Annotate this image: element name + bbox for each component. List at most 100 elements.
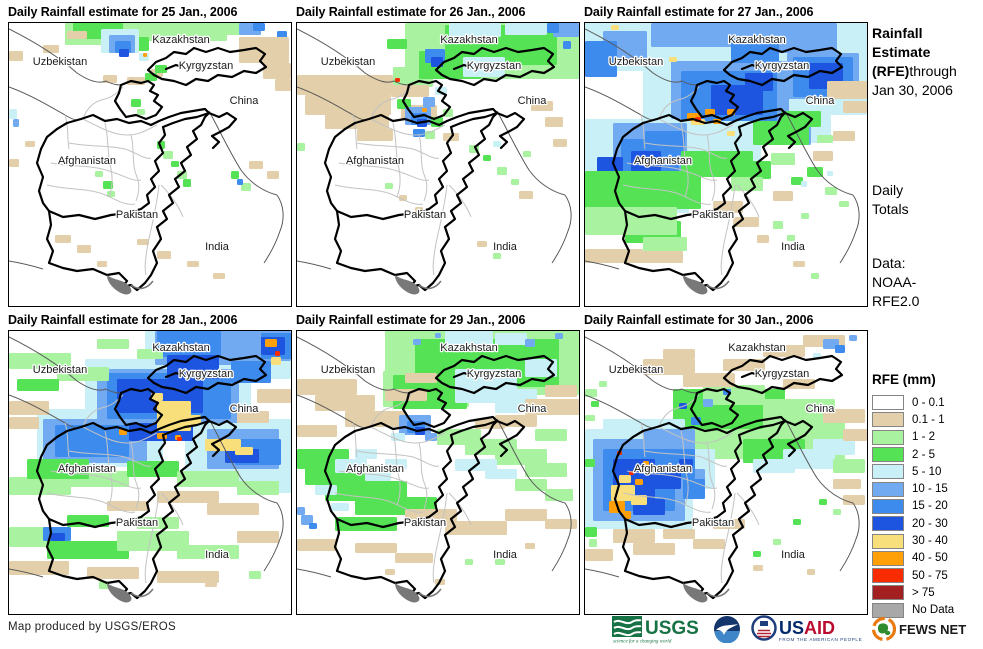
country-label: Uzbekistan bbox=[33, 364, 87, 376]
country-label: Pakistan bbox=[404, 209, 446, 221]
country-label: Pakistan bbox=[116, 209, 158, 221]
panel-title: Daily Rainfall estimate for 30 Jan., 200… bbox=[584, 313, 814, 327]
legend-swatch bbox=[872, 516, 904, 532]
country-label: Uzbekistan bbox=[33, 56, 87, 68]
usaid-logo: USAID FROM THE AMERICAN PEOPLE bbox=[750, 614, 862, 644]
country-label: Kyrgyzstan bbox=[179, 368, 233, 380]
panel-title: Daily Rainfall estimate for 26 Jan., 200… bbox=[296, 5, 526, 19]
country-label: Kazakhstan bbox=[728, 342, 785, 354]
country-label: China bbox=[518, 95, 548, 107]
footer-logos: USGS science for a changing world USAID … bbox=[612, 612, 967, 646]
country-label: Kazakhstan bbox=[440, 342, 497, 354]
usaid-aid: AID bbox=[804, 618, 835, 638]
noaa-logo bbox=[713, 615, 741, 643]
usaid-tagline: FROM THE AMERICAN PEOPLE bbox=[779, 637, 862, 642]
legend-swatch bbox=[872, 585, 904, 601]
panel-title: Daily Rainfall estimate for 29 Jan., 200… bbox=[296, 313, 526, 327]
legend-label: 5 - 10 bbox=[912, 465, 942, 478]
legend-swatch bbox=[872, 429, 904, 445]
sidebar-title-rest: through Jan 30, 2006 bbox=[872, 63, 957, 98]
country-label: Pakistan bbox=[116, 517, 158, 529]
country-label: Kyrgyzstan bbox=[467, 60, 521, 72]
legend-label: 40 - 50 bbox=[912, 552, 948, 565]
legend-row: 0 - 0.1 bbox=[872, 394, 954, 411]
country-label: China bbox=[518, 403, 548, 415]
usgs-tagline: science for a changing world bbox=[613, 640, 672, 645]
legend-row: No Data bbox=[872, 602, 954, 619]
country-label: Afghanistan bbox=[346, 463, 404, 475]
legend-row: 10 - 15 bbox=[872, 480, 954, 497]
legend-label: > 75 bbox=[912, 586, 935, 599]
legend-row: > 75 bbox=[872, 584, 954, 601]
country-label: India bbox=[205, 241, 230, 253]
credit-text: Map produced by USGS/EROS bbox=[8, 621, 176, 633]
legend-swatch bbox=[872, 533, 904, 549]
legend-row: 40 - 50 bbox=[872, 550, 954, 567]
rainfall-map: Kazakhstan Uzbekistan Kyrgyzstan China Afgha… bbox=[8, 22, 292, 307]
fewsnet-globe-ring bbox=[871, 616, 897, 642]
rainfall-map: Kazakhstan Uzbekistan Kyrgyzstan China Afgha… bbox=[296, 22, 580, 307]
legend-swatch bbox=[872, 481, 904, 497]
country-label: China bbox=[230, 95, 260, 107]
fewsnet-globe-icon bbox=[877, 623, 889, 634]
legend-swatch bbox=[872, 550, 904, 566]
rainfall-map: Kazakhstan Uzbekistan Kyrgyzstan China Afgha… bbox=[584, 330, 868, 615]
country-label: Kazakhstan bbox=[152, 34, 209, 46]
country-label: Kyrgyzstan bbox=[755, 368, 809, 380]
country-label: Afghanistan bbox=[634, 463, 692, 475]
country-label: India bbox=[493, 549, 518, 561]
country-label: Pakistan bbox=[404, 517, 446, 529]
country-label: Uzbekistan bbox=[321, 56, 375, 68]
legend-row: 5 - 10 bbox=[872, 463, 954, 480]
legend-label: 20 - 30 bbox=[912, 517, 948, 530]
legend-label: 2 - 5 bbox=[912, 448, 936, 461]
panels-grid: Daily Rainfall estimate for 25 Jan., 200… bbox=[8, 5, 868, 615]
country-label: Afghanistan bbox=[58, 463, 116, 475]
country-label: India bbox=[205, 549, 230, 561]
country-label: Uzbekistan bbox=[609, 364, 663, 376]
legend-swatch bbox=[872, 464, 904, 480]
country-label: China bbox=[806, 403, 836, 415]
country-label: China bbox=[806, 95, 836, 107]
legend-swatch bbox=[872, 568, 904, 584]
legend-row: 50 - 75 bbox=[872, 567, 954, 584]
svg-text:USAID: USAID bbox=[779, 618, 835, 638]
country-label: India bbox=[781, 549, 806, 561]
legend-items: 0 - 0.1 0.1 - 1 1 - 2 2 - 5 5 - 10 10 - 15 15 … bbox=[872, 394, 954, 619]
sidebar-title: Rainfall Estimate (RFE)through Jan 30, 2… bbox=[872, 24, 980, 100]
legend-label: 50 - 75 bbox=[912, 569, 948, 582]
country-label: Kyrgyzstan bbox=[755, 60, 809, 72]
legend-label: 15 - 20 bbox=[912, 500, 948, 513]
country-label: China bbox=[230, 403, 260, 415]
country-label: Uzbekistan bbox=[609, 56, 663, 68]
noaa-bird-icon bbox=[716, 624, 738, 635]
legend-label: 0.1 - 1 bbox=[912, 413, 945, 426]
legend-swatch bbox=[872, 412, 904, 428]
legend-label: 1 - 2 bbox=[912, 431, 936, 444]
country-label: Kazakhstan bbox=[152, 342, 209, 354]
usaid-us: US bbox=[779, 618, 804, 638]
country-label: Kazakhstan bbox=[440, 34, 497, 46]
sidebar-title-bold: Rainfall Estimate (RFE) bbox=[872, 25, 931, 79]
legend-title: RFE (mm) bbox=[872, 372, 936, 387]
legend-label: No Data bbox=[912, 604, 955, 617]
country-label: Kyrgyzstan bbox=[467, 368, 521, 380]
legend-swatch bbox=[872, 447, 904, 463]
country-label: Pakistan bbox=[692, 517, 734, 529]
country-label: Kazakhstan bbox=[728, 34, 785, 46]
legend: RFE (mm) 0 - 0.1 0.1 - 1 1 - 2 2 - 5 5 - 10 1… bbox=[872, 372, 954, 619]
country-label: Afghanistan bbox=[634, 155, 692, 167]
panel-title: Daily Rainfall estimate for 27 Jan., 200… bbox=[584, 5, 814, 19]
map-panel: Daily Rainfall estimate for 28 Jan., 200… bbox=[8, 313, 292, 615]
map-panel: Daily Rainfall estimate for 26 Jan., 200… bbox=[296, 5, 580, 307]
usgs-logo: USGS science for a changing world bbox=[612, 614, 704, 644]
legend-label: 0 - 0.1 bbox=[912, 396, 945, 409]
legend-row: 15 - 20 bbox=[872, 498, 954, 515]
country-label: Pakistan bbox=[692, 209, 734, 221]
sidebar-subtitle: Daily Totals bbox=[872, 182, 909, 217]
country-label: India bbox=[781, 241, 806, 253]
map-panel: Daily Rainfall estimate for 25 Jan., 200… bbox=[8, 5, 292, 307]
legend-label: 30 - 40 bbox=[912, 535, 948, 548]
map-panel: Daily Rainfall estimate for 27 Jan., 200… bbox=[584, 5, 868, 307]
